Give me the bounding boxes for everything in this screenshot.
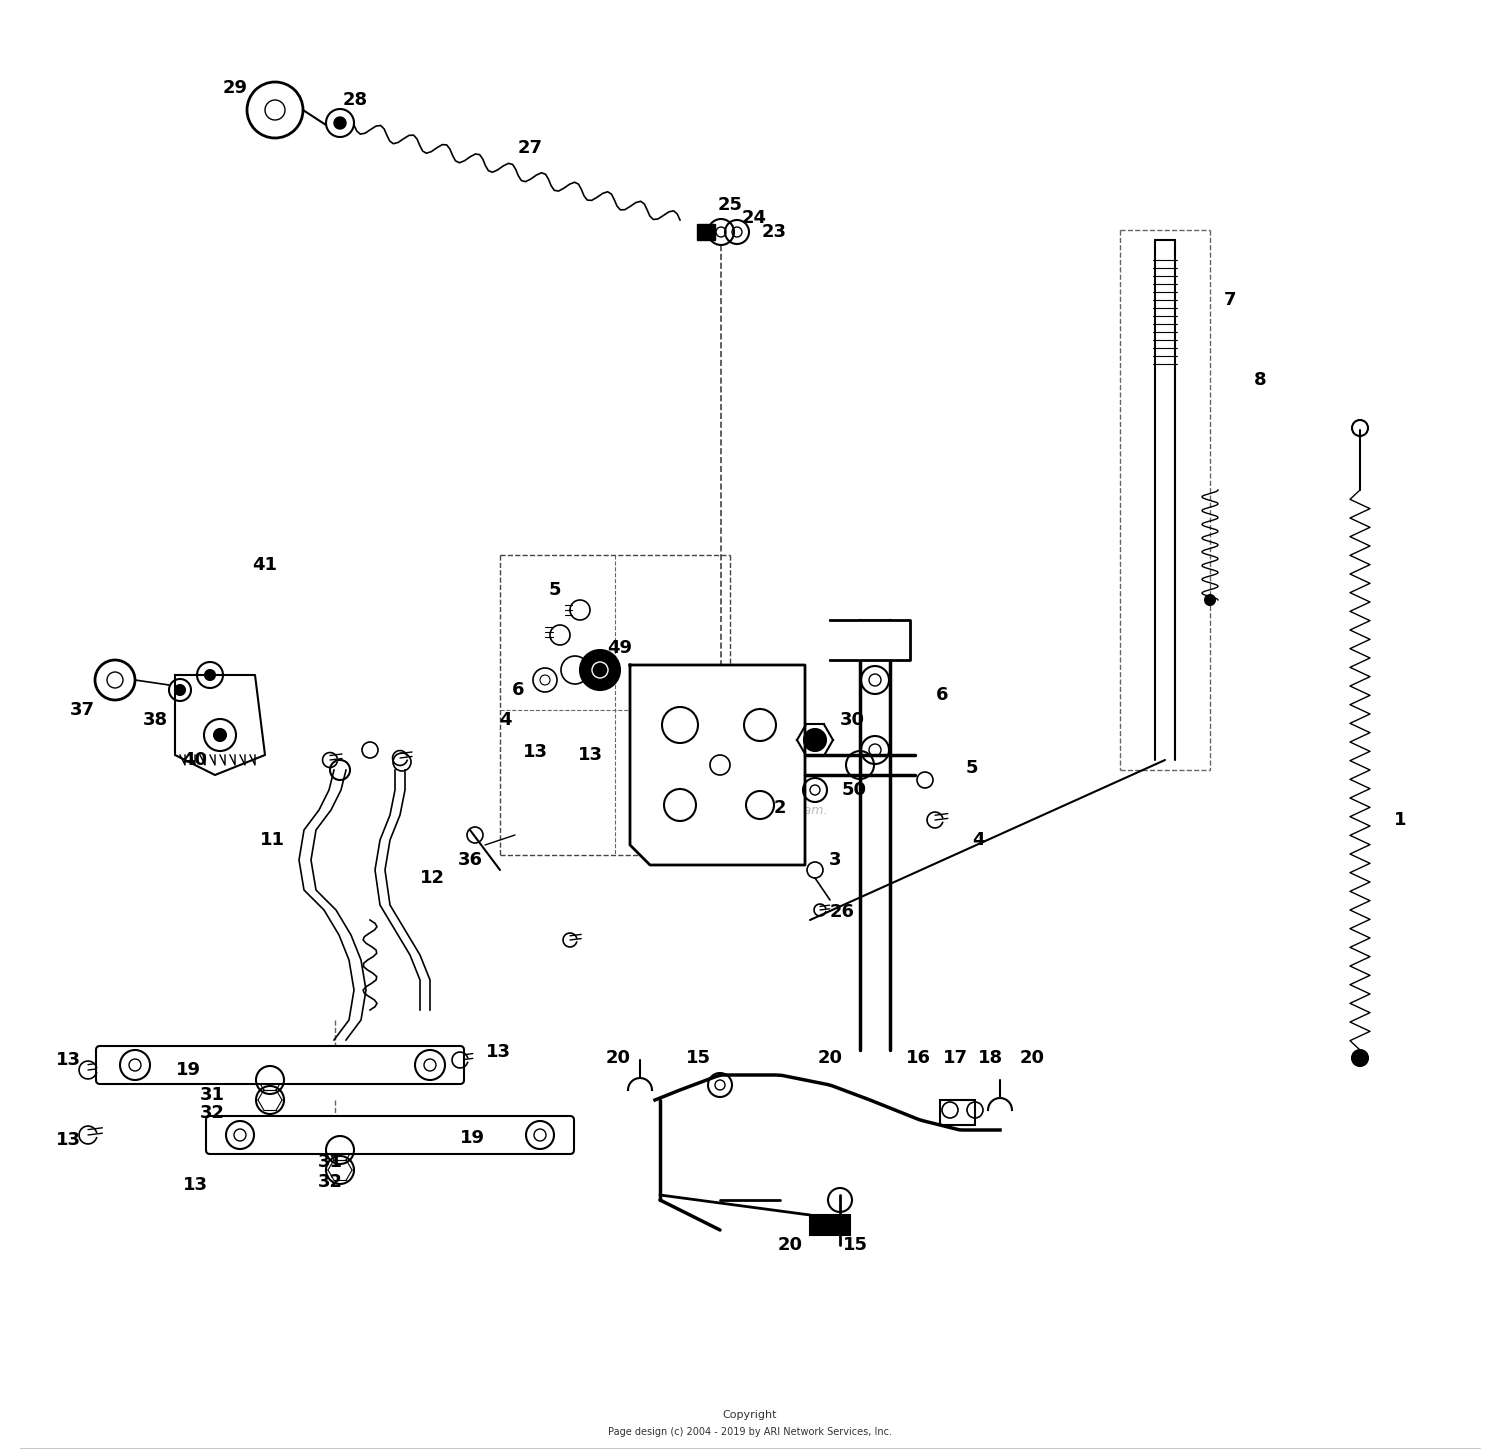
- Text: 7: 7: [1224, 290, 1236, 309]
- Text: 19: 19: [459, 1130, 484, 1147]
- Text: 11: 11: [260, 831, 285, 849]
- Text: 3: 3: [828, 851, 842, 868]
- Circle shape: [248, 81, 303, 138]
- Text: 20: 20: [606, 1048, 630, 1067]
- Text: 17: 17: [942, 1048, 968, 1067]
- Text: 1: 1: [1394, 812, 1407, 829]
- Text: 2: 2: [774, 799, 786, 817]
- Text: 13: 13: [486, 1043, 510, 1061]
- Text: 6: 6: [936, 685, 948, 704]
- Text: 27: 27: [518, 139, 543, 157]
- Text: ARIPartStream.: ARIPartStream.: [732, 803, 828, 816]
- Circle shape: [1204, 595, 1215, 605]
- Text: 32: 32: [200, 1104, 225, 1122]
- Circle shape: [1352, 1050, 1368, 1066]
- Polygon shape: [830, 620, 910, 661]
- Text: 5: 5: [966, 759, 978, 777]
- Text: 4: 4: [498, 711, 512, 729]
- Circle shape: [334, 118, 346, 129]
- Text: 41: 41: [252, 556, 278, 574]
- Text: 38: 38: [142, 711, 168, 729]
- Text: 15: 15: [686, 1048, 711, 1067]
- Text: 16: 16: [906, 1048, 930, 1067]
- FancyBboxPatch shape: [206, 1117, 574, 1154]
- Text: 18: 18: [978, 1048, 1002, 1067]
- Text: 20: 20: [777, 1236, 802, 1255]
- Text: 25: 25: [718, 196, 742, 213]
- Text: 32: 32: [318, 1173, 342, 1191]
- Circle shape: [176, 685, 184, 696]
- Text: 6: 6: [512, 681, 525, 698]
- Text: 5: 5: [549, 581, 561, 600]
- Text: 30: 30: [840, 711, 864, 729]
- Text: 26: 26: [830, 903, 855, 921]
- Bar: [698, 224, 715, 240]
- Text: 13: 13: [522, 743, 548, 761]
- Text: 49: 49: [608, 639, 633, 656]
- FancyBboxPatch shape: [96, 1045, 464, 1085]
- Text: 20: 20: [1020, 1048, 1044, 1067]
- Text: 28: 28: [342, 91, 368, 109]
- Text: 37: 37: [69, 701, 94, 719]
- Polygon shape: [630, 665, 806, 865]
- Text: 8: 8: [1254, 372, 1266, 389]
- Bar: [810, 1215, 850, 1236]
- Text: 13: 13: [56, 1131, 81, 1149]
- Text: 13: 13: [578, 746, 603, 764]
- Circle shape: [804, 729, 826, 751]
- Text: 23: 23: [762, 224, 788, 241]
- Text: 31: 31: [318, 1153, 342, 1170]
- Text: 13: 13: [183, 1176, 207, 1194]
- Text: 15: 15: [843, 1236, 867, 1255]
- Circle shape: [580, 650, 620, 690]
- Text: 13: 13: [56, 1051, 81, 1069]
- Text: 24: 24: [742, 209, 766, 227]
- Text: 20: 20: [818, 1048, 843, 1067]
- Text: Copyright: Copyright: [723, 1410, 777, 1420]
- Circle shape: [206, 669, 214, 680]
- Bar: [940, 1101, 975, 1125]
- Text: 4: 4: [972, 831, 984, 849]
- Text: 31: 31: [200, 1086, 225, 1104]
- Text: 29: 29: [224, 78, 248, 97]
- Circle shape: [214, 729, 226, 741]
- Polygon shape: [176, 675, 266, 775]
- Text: 50: 50: [842, 781, 867, 799]
- Text: Page design (c) 2004 - 2019 by ARI Network Services, Inc.: Page design (c) 2004 - 2019 by ARI Netwo…: [608, 1427, 892, 1437]
- Text: 36: 36: [458, 851, 483, 868]
- Text: 40: 40: [183, 751, 207, 770]
- Text: 19: 19: [176, 1061, 201, 1079]
- Text: 12: 12: [420, 868, 444, 887]
